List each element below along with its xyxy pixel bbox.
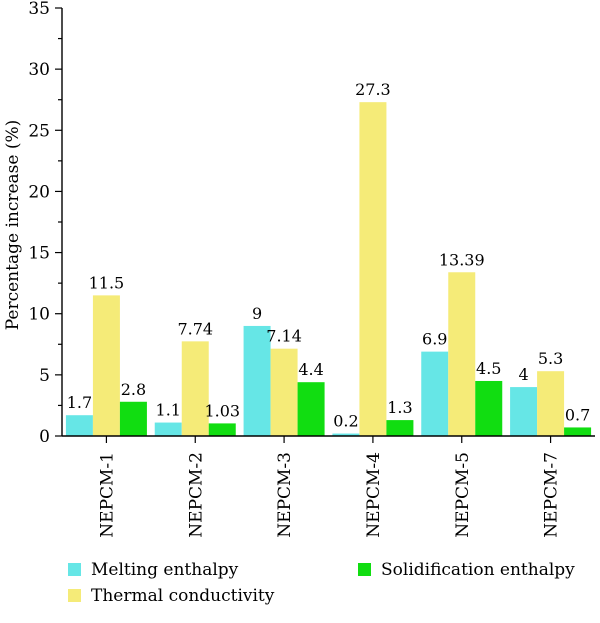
y-tick-label-0: 0 — [39, 427, 50, 447]
y-ticks-group: 0 5 10 15 20 25 30 35 — [28, 0, 62, 447]
bar-nepcm-2-series-1 — [181, 341, 209, 436]
data-label-nepcm-7-series-2: 0.7 — [565, 405, 590, 424]
x-tick-label-nepcm-5: NEPCM-5 — [453, 452, 473, 538]
data-label-nepcm-2-series-1: 7.74 — [177, 319, 213, 338]
data-label-nepcm-5-series-0: 6.9 — [422, 330, 447, 349]
data-label-nepcm-5-series-1: 13.39 — [439, 250, 485, 269]
legend-label-series-0: Melting enthalpy — [91, 560, 239, 580]
bar-nepcm-4-series-2 — [386, 420, 414, 436]
data-label-nepcm-4-series-1: 27.3 — [355, 80, 391, 99]
bar-nepcm-1-series-1 — [92, 295, 120, 436]
legend-swatch-series-2 — [358, 563, 371, 576]
data-labels-group: 1.7 11.5 2.8 1.1 7.74 1.03 97.14 4.4 0.2 27.3 1.3 6… — [67, 80, 591, 430]
bar-nepcm-3-series-0 — [243, 325, 271, 436]
data-label-nepcm-1-series-0: 1.7 — [67, 393, 92, 412]
y-tick-label-10: 10 — [28, 305, 50, 325]
axes-group — [61, 8, 595, 437]
x-tick-label-nepcm-1: NEPCM-1 — [97, 452, 117, 538]
bar-nepcm-7-series-0 — [510, 387, 538, 436]
data-label-nepcm-5-series-2: 4.5 — [476, 359, 501, 378]
bar-nepcm-3-series-1 — [270, 348, 298, 436]
y-tick-label-15: 15 — [28, 244, 50, 264]
bar-nepcm-4-series-1 — [359, 102, 387, 436]
legend: Melting enthalpy Thermal conductivity Soli… — [68, 560, 575, 606]
legend-label-series-1: Thermal conductivity — [91, 586, 275, 606]
data-label-nepcm-4-series-0: 0.2 — [333, 412, 358, 431]
x-tick-label-nepcm-4: NEPCM-4 — [364, 452, 384, 538]
y-tick-label-30: 30 — [28, 60, 50, 80]
bar-nepcm-7-series-2 — [564, 427, 592, 436]
bars-group — [65, 102, 592, 436]
legend-swatch-series-1 — [68, 589, 81, 602]
y-tick-label-35: 35 — [28, 0, 50, 19]
y-tick-label-20: 20 — [28, 182, 50, 202]
legend-swatch-series-0 — [68, 563, 81, 576]
data-label-nepcm-1-series-2: 2.8 — [121, 380, 146, 399]
bar-nepcm-1-series-2 — [119, 401, 147, 436]
data-label-nepcm-7-series-1: 5.3 — [538, 349, 563, 368]
data-label-nepcm-3-series-1: 7.14 — [266, 327, 302, 346]
bar-nepcm-5-series-1 — [448, 272, 476, 436]
data-label-nepcm-1-series-1: 11.5 — [89, 273, 125, 292]
bar-nepcm-5-series-0 — [421, 351, 449, 436]
bar-nepcm-1-series-0 — [65, 415, 93, 436]
bar-nepcm-4-series-0 — [332, 433, 360, 436]
y-tick-label-5: 5 — [39, 366, 50, 386]
x-tick-label-nepcm-7: NEPCM-7 — [542, 452, 562, 538]
data-label-nepcm-3-series-0: 9 — [252, 304, 262, 323]
x-tick-label-nepcm-3: NEPCM-3 — [275, 452, 295, 538]
bar-nepcm-5-series-2 — [475, 380, 503, 436]
x-tick-label-nepcm-2: NEPCM-2 — [186, 452, 206, 538]
bar-nepcm-2-series-2 — [208, 423, 236, 436]
bar-nepcm-2-series-0 — [154, 422, 182, 436]
data-label-nepcm-2-series-0: 1.1 — [156, 401, 181, 420]
legend-label-series-2: Solidification enthalpy — [381, 560, 575, 580]
x-ticks-group: NEPCM-1 NEPCM-2 NEPCM-3 NEPCM-4 NEPCM-5 NEPCM… — [97, 436, 562, 538]
data-label-nepcm-4-series-2: 1.3 — [387, 398, 412, 417]
data-label-nepcm-3-series-2: 4.4 — [298, 360, 323, 379]
y-axis-label: Percentage increase (%) — [3, 120, 23, 331]
data-label-nepcm-2-series-2: 1.03 — [204, 401, 240, 420]
data-label-nepcm-7-series-0: 4 — [518, 365, 528, 384]
bar-nepcm-3-series-2 — [297, 382, 325, 436]
bar-nepcm-7-series-1 — [537, 371, 565, 436]
y-tick-label-25: 25 — [28, 121, 50, 141]
